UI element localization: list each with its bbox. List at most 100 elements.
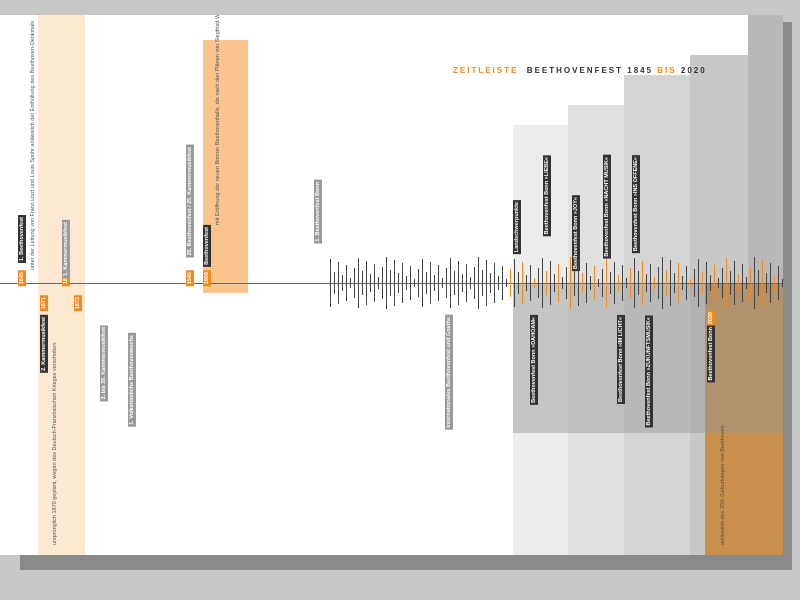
axis-tick xyxy=(522,262,523,304)
band-2020 xyxy=(705,283,783,555)
axis-tick xyxy=(706,262,707,304)
label-licht: Beethovenfest Bonn »IM LICHT« xyxy=(617,315,625,404)
label-kammermusikfest35: 3. bis 35. Kammermusikfest xyxy=(100,325,108,402)
axis-tick xyxy=(666,270,667,296)
axis-tick xyxy=(390,270,391,296)
label-liebe: Beethovenfest Bonn »LIEBE« xyxy=(543,155,551,237)
label-landschaft: Landschwerpunkte xyxy=(513,200,521,255)
label-kammermusikfest2: 2. Kammermusikfest xyxy=(40,315,48,373)
axis-tick xyxy=(770,263,771,303)
axis-tick xyxy=(614,262,615,304)
axis-tick xyxy=(438,265,439,301)
axis-tick xyxy=(634,258,635,308)
timeline-axis xyxy=(0,283,783,284)
axis-tick xyxy=(690,279,691,287)
axis-tick xyxy=(738,274,739,292)
axis-tick xyxy=(330,259,331,307)
axis-tick xyxy=(490,273,491,293)
axis-tick xyxy=(442,278,443,288)
page-title: ZEITLEISTE BEETHOVENFEST 1845 BIS 2020 xyxy=(453,66,707,75)
label-bonn2020: Beethovenfest Bonn xyxy=(707,325,715,383)
year-1873: 1873 xyxy=(74,295,82,312)
axis-tick xyxy=(422,259,423,307)
timeline-page: ZEITLEISTE BEETHOVENFEST 1845 BIS 2020 1… xyxy=(0,15,783,555)
axis-tick xyxy=(646,274,647,292)
axis-tick xyxy=(694,269,695,297)
label-nacht: Beethovenfest Bonn »NACHT MUSIK« xyxy=(603,155,611,259)
label-beethovenfest: 1. Beethovenfest xyxy=(18,215,26,264)
axis-tick xyxy=(410,266,411,300)
axis-tick xyxy=(602,269,603,297)
axis-tick xyxy=(718,278,719,288)
axis-tick xyxy=(402,263,403,303)
axis-tick xyxy=(418,269,419,297)
axis-tick xyxy=(518,272,519,294)
axis-tick xyxy=(370,274,371,292)
axis-tick xyxy=(570,257,571,309)
year-1845: 1845 xyxy=(18,270,26,287)
axis-tick xyxy=(386,257,387,309)
axis-tick xyxy=(458,261,459,305)
axis-tick xyxy=(482,270,483,296)
axis-tick xyxy=(542,258,543,308)
axis-tick xyxy=(674,273,675,293)
text-1871: ursprünglich 1870 geplant, wegen des Deu… xyxy=(52,342,58,545)
axis-tick xyxy=(374,264,375,302)
axis-tick xyxy=(506,279,507,287)
axis-tick xyxy=(430,262,431,304)
axis-tick xyxy=(762,260,763,306)
axis-tick xyxy=(446,268,447,298)
axis-tick xyxy=(670,260,671,306)
label-kammermusikfest25: 25. Beethovenfest / 25. Kammermusikfest xyxy=(186,145,194,258)
axis-tick xyxy=(766,273,767,293)
label-internationale: Internationales Beethovenfest und Goethe xyxy=(445,315,453,430)
label-zukunft: Beethovenfest Bonn »ZUKUNFTSMUSIK« xyxy=(645,315,653,428)
axis-tick xyxy=(626,278,627,288)
axis-tick xyxy=(746,277,747,289)
axis-tick xyxy=(382,267,383,299)
axis-tick xyxy=(758,270,759,296)
axis-tick xyxy=(582,273,583,293)
axis-tick xyxy=(526,275,527,291)
axis-tick xyxy=(550,261,551,305)
axis-tick xyxy=(698,259,699,307)
axis-tick xyxy=(462,274,463,292)
axis-tick xyxy=(546,271,547,295)
axis-tick xyxy=(558,264,559,302)
axis-tick xyxy=(538,268,539,298)
axis-tick xyxy=(474,267,475,299)
axis-tick xyxy=(702,272,703,294)
label-beethovenfest1959: Beethovenfest xyxy=(203,225,211,267)
axis-tick xyxy=(606,259,607,307)
axis-tick xyxy=(478,257,479,309)
axis-tick xyxy=(566,267,567,299)
axis-tick xyxy=(530,265,531,301)
axis-tick xyxy=(710,275,711,291)
axis-tick xyxy=(498,276,499,290)
axis-tick xyxy=(510,269,511,297)
label-offene: Beethovenfest Bonn »INS OFFENE« xyxy=(632,155,640,254)
axis-tick xyxy=(754,257,755,309)
axis-tick xyxy=(598,279,599,287)
axis-tick xyxy=(362,271,363,295)
axis-tick xyxy=(470,277,471,289)
axis-tick xyxy=(554,274,555,292)
year-2020: 2020 xyxy=(707,310,715,327)
axis-tick xyxy=(734,261,735,305)
axis-tick xyxy=(350,278,351,288)
axis-tick xyxy=(642,261,643,305)
year-1945: 1945 xyxy=(186,270,194,287)
axis-tick xyxy=(450,258,451,308)
axis-tick xyxy=(650,264,651,302)
axis-tick xyxy=(586,263,587,303)
axis-tick xyxy=(714,265,715,301)
text-2020: anlässlich des 250. Geburtstages von Bee… xyxy=(720,425,726,545)
axis-tick xyxy=(342,275,343,291)
axis-tick xyxy=(338,262,339,304)
axis-tick xyxy=(722,268,723,298)
axis-tick xyxy=(682,276,683,290)
label-kammermusikfest1: 1. Kammermusikfest xyxy=(62,220,70,278)
axis-tick xyxy=(346,265,347,301)
axis-tick xyxy=(334,272,335,294)
axis-tick xyxy=(502,266,503,300)
